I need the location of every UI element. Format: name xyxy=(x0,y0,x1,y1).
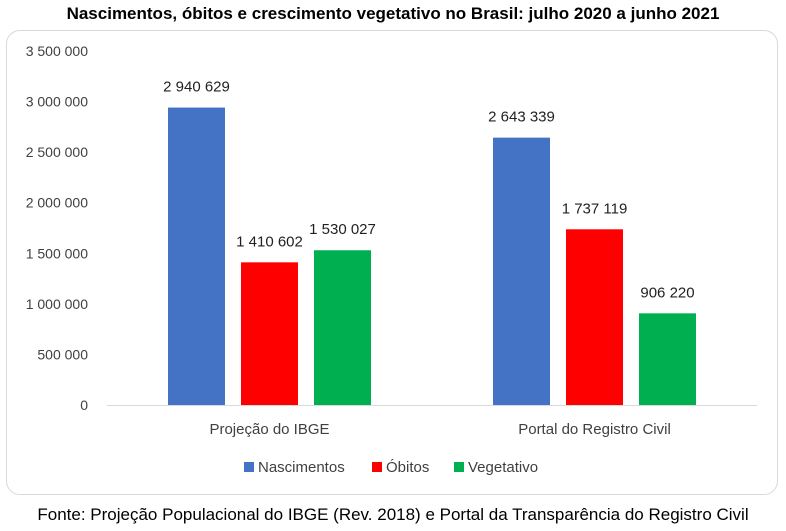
data-labels: 2 940 629 1 410 602 1 530 027 2 643 339 1 73… xyxy=(163,79,694,302)
y-tick-label: 2 500 000 xyxy=(26,144,88,160)
bar-vegetativo xyxy=(639,313,696,405)
data-label: 1 737 119 xyxy=(562,200,628,217)
y-tick-label: 1 500 000 xyxy=(26,245,88,261)
bar-vegetativo xyxy=(314,250,371,405)
y-tick-label: 1 000 000 xyxy=(26,296,88,312)
data-label: 2 940 629 xyxy=(163,79,230,96)
data-label: 2 643 339 xyxy=(488,109,555,126)
y-tick-label: 3 500 000 xyxy=(26,43,88,59)
category-labels: Projeção do IBGE Portal do Registro Civil xyxy=(209,421,670,438)
bars xyxy=(168,107,696,405)
data-label: 1 410 602 xyxy=(236,233,303,250)
y-tick-label: 2 000 000 xyxy=(26,195,88,211)
bar-óbitos xyxy=(241,262,298,405)
bar-chart: 0 500 000 1 000 000 1 500 000 2 000 000 2 500… xyxy=(26,43,757,476)
chart-title: Nascimentos, óbitos e crescimento vegeta… xyxy=(66,4,720,23)
y-tick-label: 3 000 000 xyxy=(26,94,88,110)
legend-label: Nascimentos xyxy=(258,459,345,476)
y-axis-ticks: 0 500 000 1 000 000 1 500 000 2 000 000 2 500… xyxy=(26,43,89,413)
category-label: Portal do Registro Civil xyxy=(518,421,671,438)
bar-nascimentos xyxy=(168,107,225,405)
data-label: 1 530 027 xyxy=(309,221,376,238)
category-label: Projeção do IBGE xyxy=(209,421,329,438)
y-tick-label: 500 000 xyxy=(37,346,88,362)
chart-source: Fonte: Projeção Populacional do IBGE (Re… xyxy=(37,505,749,524)
legend-swatch xyxy=(372,462,382,472)
legend-swatch xyxy=(454,462,464,472)
bar-nascimentos xyxy=(493,137,550,405)
chart-area xyxy=(6,30,778,495)
legend: Nascimentos Óbitos Vegetativo xyxy=(244,459,538,476)
legend-label: Vegetativo xyxy=(468,459,538,476)
bar-óbitos xyxy=(566,229,623,405)
y-tick-label: 0 xyxy=(80,397,88,413)
legend-label: Óbitos xyxy=(386,459,429,476)
data-label: 906 220 xyxy=(640,284,694,301)
legend-swatch xyxy=(244,462,254,472)
